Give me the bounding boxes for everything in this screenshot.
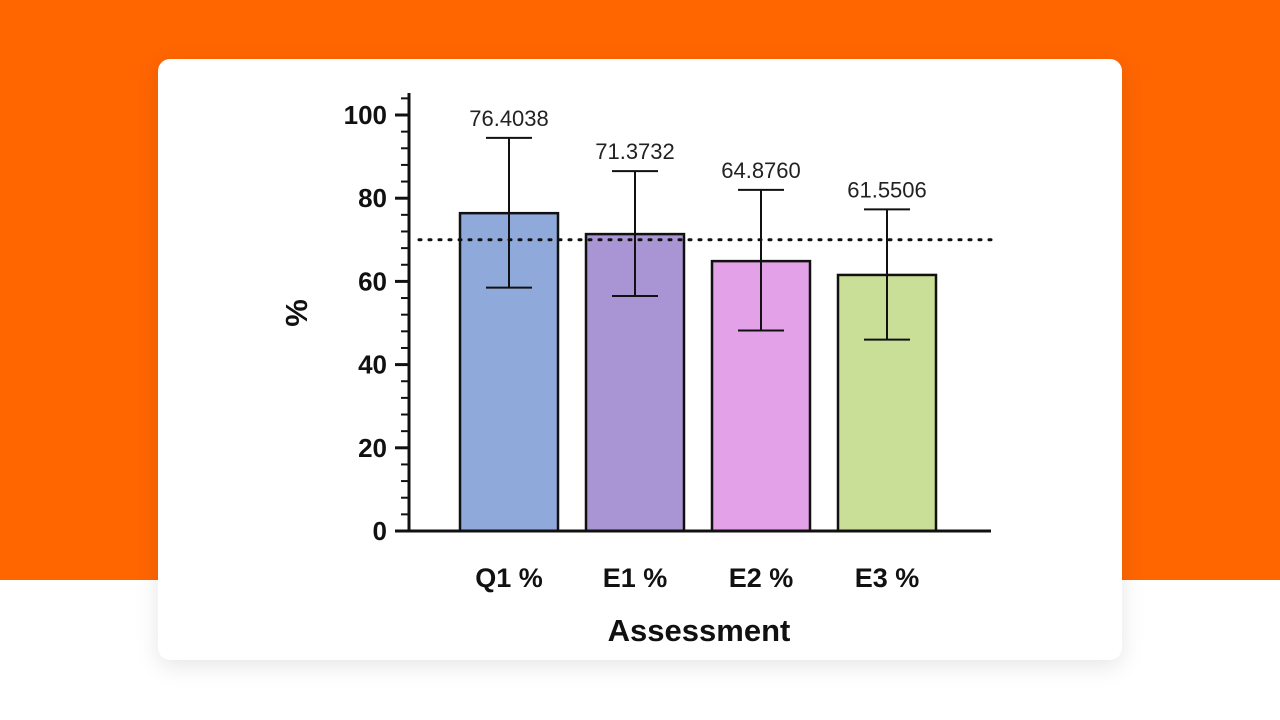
y-tick-label: 60 [358,266,387,296]
bars-layer [458,211,938,533]
y-tick-label: 20 [358,433,387,463]
x-axis-title: Assessment [608,613,791,648]
error-bars-layer [486,136,910,341]
x-tick-label-1: Q1 % [475,563,543,593]
error-bar-2 [612,170,658,297]
y-axis-title: % [279,299,314,327]
y-tick-label: 80 [358,183,387,213]
y-tick-label: 40 [358,350,387,380]
data-label-2: 71.3732 [595,139,675,164]
error-bar-4 [864,208,910,341]
data-label-1: 76.4038 [469,106,549,131]
x-tick-label-2: E1 % [603,563,668,593]
error-bar-3 [738,188,784,332]
axes-layer: 0 20 40 60 80 100 [344,93,991,546]
data-labels-layer: 76.4038 Q1 % 71.3732 E1 % 64.8760 E2 % 61.5506… [469,106,927,593]
x-tick-label-3: E2 % [729,563,794,593]
error-bar-1 [486,136,532,289]
x-tick-label-4: E3 % [855,563,920,593]
y-tick-label: 100 [344,100,387,130]
data-label-3: 64.8760 [721,158,801,183]
y-tick-label: 0 [373,516,387,546]
data-label-4: 61.5506 [847,177,927,202]
